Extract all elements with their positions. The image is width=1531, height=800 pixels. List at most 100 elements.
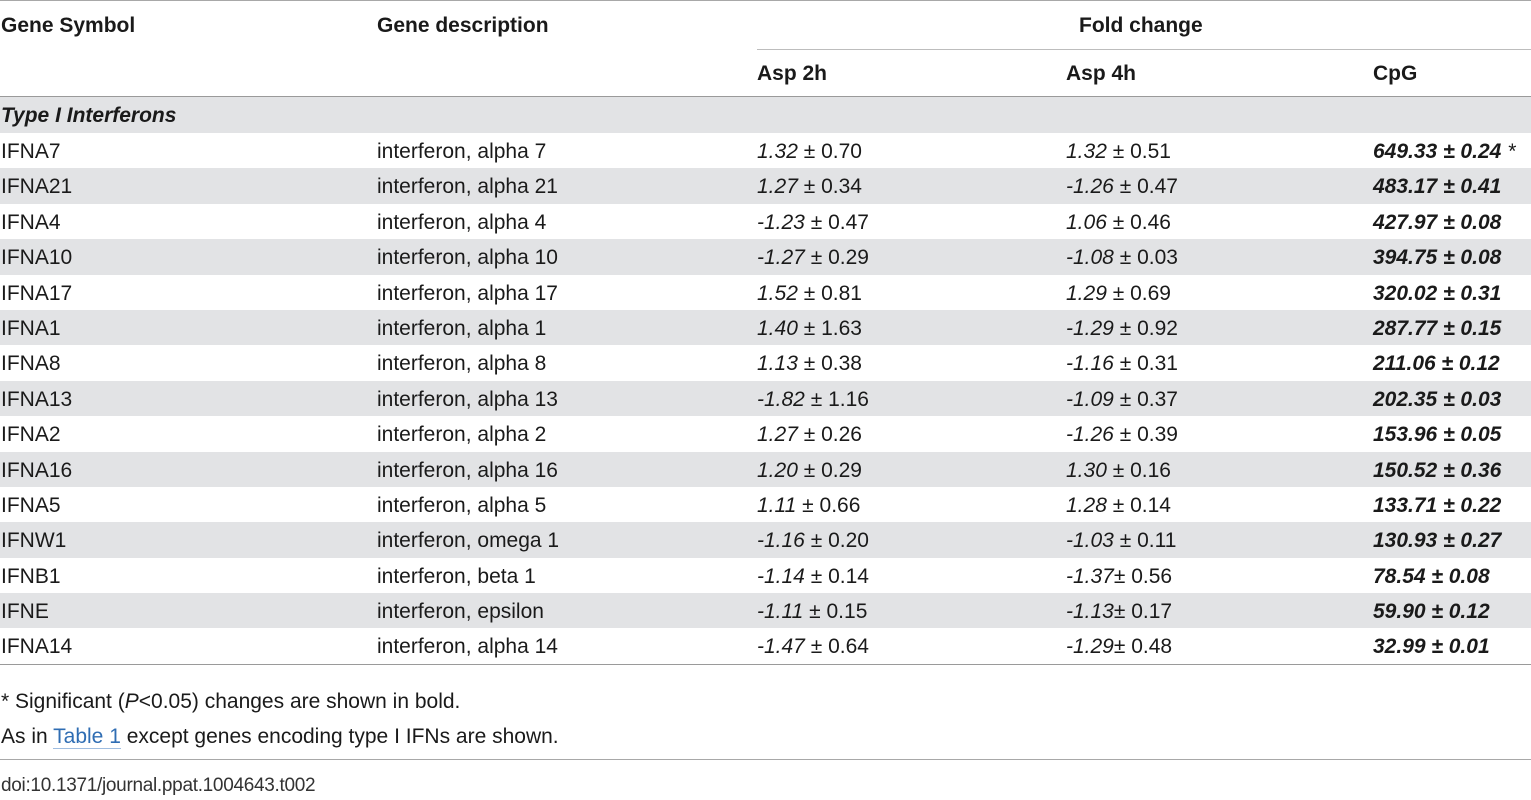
table-row: IFNA2 interferon, alpha 2 1.27 ± 0.26 -1.26… [0,416,1531,451]
cpg-cell: 150.52 ± 0.36 [1373,459,1501,483]
asp-4h-mean: -1.08 [1066,246,1114,270]
asp-2h-sd: ± 0.29 [804,246,869,270]
asp-2h-cell: 1.40 ± 1.63 [757,317,862,341]
asp-2h-mean: 1.52 [757,281,798,305]
gene-description: interferon, alpha 1 [377,316,547,340]
asp-4h-sd: ± 0.47 [1113,175,1178,199]
asp-2h-sd: ± 0.38 [797,352,862,376]
asp-4h-mean: -1.29 [1066,316,1114,340]
header-asp-4h: Asp 4h [1066,62,1137,85]
table-row: IFNA10 interferon, alpha 10 -1.27 ± 0.29 -1… [0,239,1531,275]
asp-2h-mean: 1.20 [757,458,798,482]
gene-description: interferon, alpha 8 [377,352,547,376]
asp-4h-mean: -1.16 [1066,352,1114,376]
cpg-cell: 32.99 ± 0.01 [1373,635,1490,659]
asp-4h-cell: -1.29 ± 0.92 [1066,317,1178,341]
asp-2h-mean: -1.23 [757,210,805,234]
cpg-value: 32.99 ± 0.01 [1373,635,1490,659]
cpg-cell: 153.96 ± 0.05 [1373,423,1501,447]
gene-description: interferon, alpha 5 [377,493,547,517]
asp-4h-mean: -1.03 [1066,529,1114,553]
asp-2h-sd: ± 0.20 [804,529,869,553]
asp-2h-sd: ± 0.64 [804,635,869,659]
gene-description: interferon, epsilon [377,600,544,624]
asp-4h-cell: -1.08 ± 0.03 [1066,246,1178,270]
asp-4h-sd: ± 0.46 [1106,210,1171,234]
cpg-cell: 130.93 ± 0.27 [1373,529,1501,553]
gene-description: interferon, alpha 21 [377,175,558,199]
gene-symbol: IFNA13 [1,387,73,411]
gene-symbol: IFNA8 [1,352,61,376]
asp-4h-sd: ± 0.69 [1106,281,1171,305]
gene-description: interferon, alpha 14 [377,635,558,659]
gene-symbol: IFNA21 [1,175,73,199]
table-body: IFNA7 interferon, alpha 7 1.32 ± 0.70 1.32 … [0,133,1531,664]
asp-2h-sd: ± 0.29 [797,458,862,482]
asp-2h-cell: 1.27 ± 0.26 [757,423,862,447]
asp-4h-cell: -1.37± 0.56 [1066,565,1172,589]
asp-2h-mean: 1.13 [757,352,798,376]
asp-2h-sd: ± 0.70 [797,140,862,163]
significance-prefix: * Significant ( [1,690,125,713]
table-bottom-rule [0,664,1531,665]
reference-prefix: As in [1,725,54,748]
asp-2h-sd: ± 1.16 [804,387,869,411]
significance-suffix: <0.05) changes are shown in bold. [138,690,461,713]
asp-4h-sd: ± 0.92 [1113,316,1178,340]
cpg-cell: 211.06 ± 0.12 [1373,352,1500,376]
asp-4h-mean: -1.09 [1066,387,1114,411]
asp-4h-cell: -1.13± 0.17 [1066,600,1172,624]
header-cpg: CpG [1373,62,1418,85]
asp-2h-sd: ± 0.47 [804,210,869,234]
asp-2h-cell: 1.52 ± 0.81 [757,282,862,306]
asp-4h-cell: 1.30 ± 0.16 [1066,459,1171,483]
table-row: IFNA17 interferon, alpha 17 1.52 ± 0.81 1.2… [0,275,1531,310]
asp-2h-mean: -1.14 [757,564,805,588]
asp-2h-cell: -1.47 ± 0.64 [757,635,869,659]
asp-4h-mean: 1.29 [1066,281,1107,305]
asp-2h-cell: -1.27 ± 0.29 [757,246,869,270]
footer-rule [0,759,1531,760]
asp-2h-sd: ± 0.14 [804,564,869,588]
table-row: IFNA16 interferon, alpha 16 1.20 ± 0.29 1.3… [0,451,1531,487]
asp-4h-cell: -1.26 ± 0.39 [1066,423,1178,447]
gene-symbol: IFNA1 [1,316,61,340]
gene-symbol: IFNA17 [1,281,73,305]
cpg-value: 78.54 ± 0.08 [1373,564,1490,588]
cpg-value: 427.97 ± 0.08 [1373,210,1502,234]
cpg-cell: 59.90 ± 0.12 [1373,600,1490,624]
asp-2h-cell: -1.14 ± 0.14 [757,565,869,589]
gene-description: interferon, alpha 7 [377,140,547,163]
asp-4h-sd: ± 0.03 [1113,246,1178,270]
gene-symbol: IFNA4 [1,210,61,234]
asp-4h-mean: 1.06 [1066,210,1107,234]
asp-2h-mean: -1.27 [757,246,805,270]
gene-symbol: IFNB1 [1,564,61,588]
asp-2h-mean: -1.47 [757,635,805,659]
reference-suffix: except genes encoding type I IFNs are sh… [120,725,559,748]
table-top-rule [0,0,1531,1]
section-title: Type I Interferons [1,104,177,127]
significance-marker: * [1508,140,1517,163]
cpg-cell: 78.54 ± 0.08 [1373,565,1490,589]
table-row: IFNA8 interferon, alpha 8 1.13 ± 0.38 -1.16… [0,345,1531,380]
table-row: IFNA5 interferon, alpha 5 1.11 ± 0.66 1.28 … [0,487,1531,522]
asp-4h-sd: ± 0.37 [1113,387,1178,411]
header-asp-2h: Asp 2h [757,62,828,85]
asp-4h-cell: -1.03 ± 0.11 [1066,529,1176,553]
asp-4h-sd: ± 0.14 [1106,493,1171,517]
gene-symbol: IFNW1 [1,529,67,553]
cpg-cell: 649.33 ± 0.24 * [1373,140,1516,164]
asp-4h-sd: ± 0.56 [1113,564,1173,588]
table-1-link[interactable]: Table 1 [53,725,121,749]
asp-4h-sd: ± 0.39 [1113,423,1178,447]
asp-2h-sd: ± 0.81 [797,281,862,305]
asp-2h-cell: 1.32 ± 0.70 [757,140,862,164]
header-rule [0,96,1531,97]
cpg-cell: 320.02 ± 0.31 [1373,282,1501,306]
reference-note: As in Table 1 except genes encoding type… [1,725,559,749]
cpg-value: 202.35 ± 0.03 [1373,387,1502,411]
gene-description: interferon, alpha 2 [377,423,547,447]
cpg-cell: 202.35 ± 0.03 [1373,388,1501,412]
significance-p: P [124,690,139,713]
